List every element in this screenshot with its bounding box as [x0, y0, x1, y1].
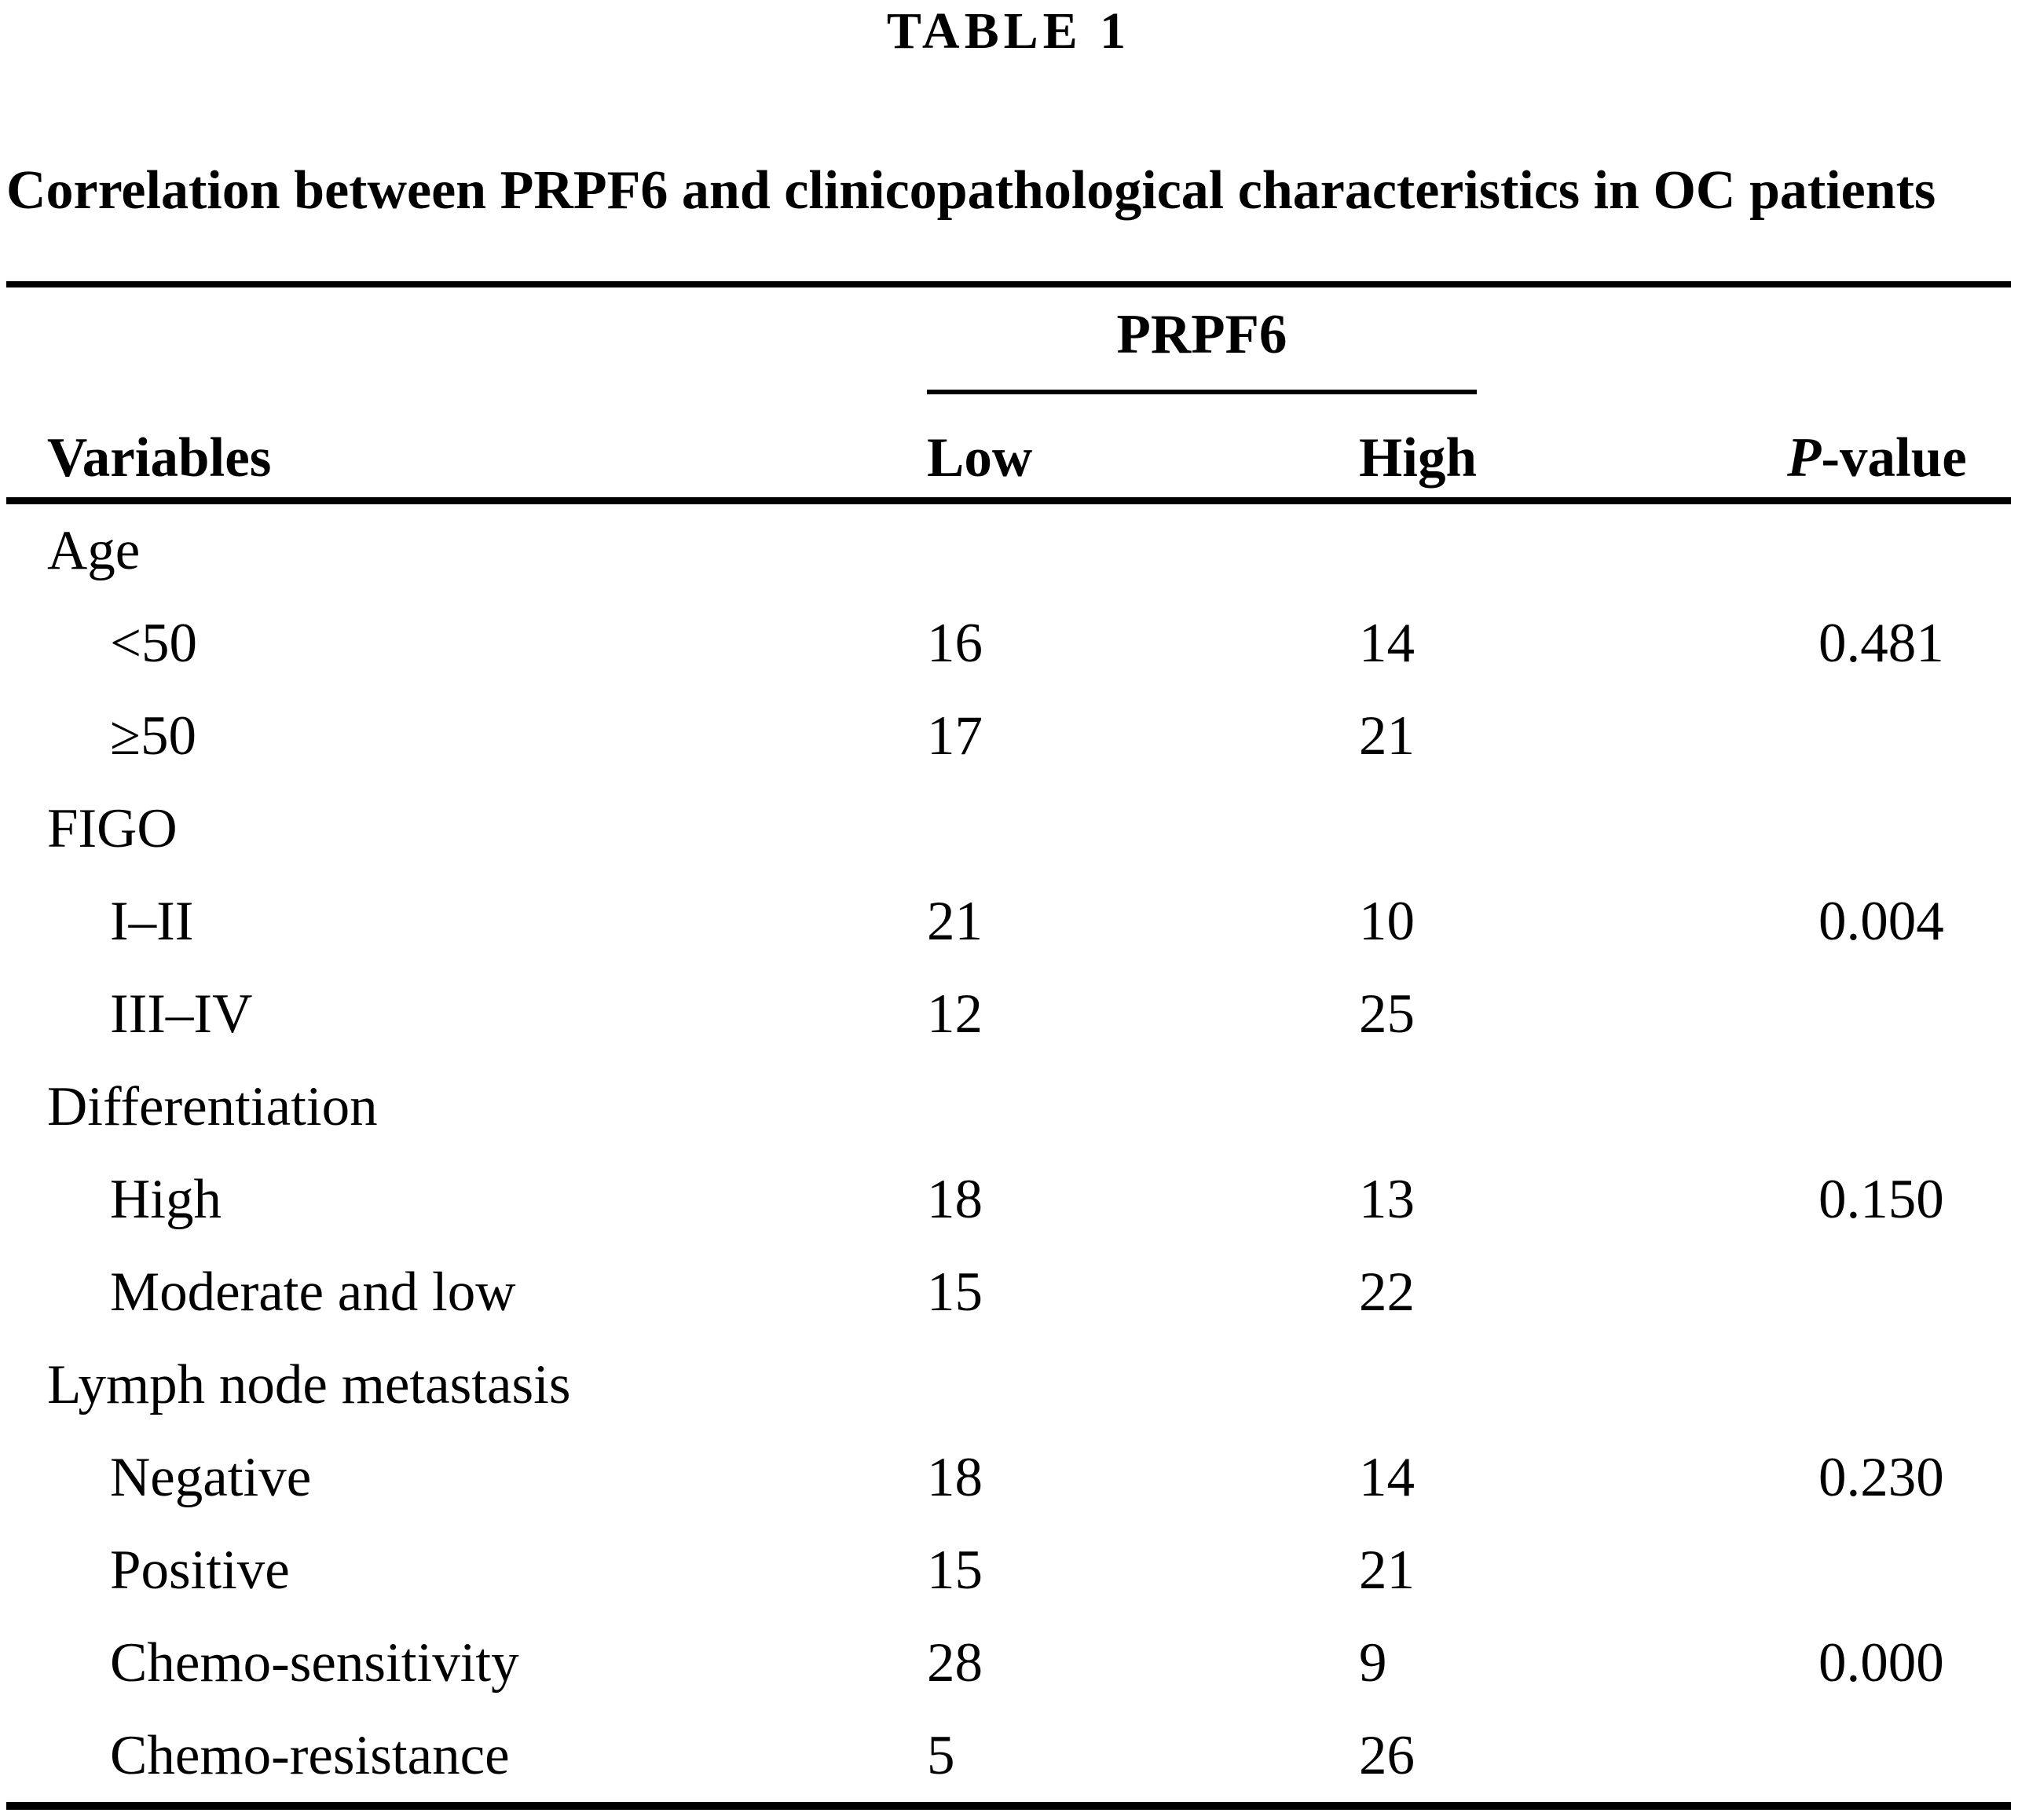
high-value: 9: [1359, 1631, 1387, 1694]
high-value: 14: [1359, 612, 1415, 674]
column-header-row: Variables Low High P-value: [6, 394, 2011, 504]
low-value: 16: [927, 612, 983, 674]
high-value: 25: [1359, 983, 1415, 1045]
table-row: III–IV 12 25: [6, 968, 2011, 1060]
p-value: 0.230: [1818, 1446, 1944, 1508]
high-value: 22: [1359, 1261, 1415, 1323]
p-value: 0.150: [1818, 1168, 1944, 1230]
row-label: Chemo-sensitivity: [110, 1631, 519, 1694]
table-row: Age: [6, 504, 2011, 597]
low-value: 18: [927, 1168, 983, 1230]
row-label: Age: [47, 519, 141, 581]
low-value: 15: [927, 1539, 983, 1601]
row-label: Differentiation: [47, 1075, 378, 1137]
table-row: High 18 13 0.150: [6, 1153, 2011, 1246]
column-header-pvalue: P-value: [1787, 430, 2011, 497]
low-value: 17: [927, 705, 983, 767]
table-number-label: TABLE 1: [886, 2, 1131, 60]
row-label: ≥50: [110, 705, 196, 767]
row-label: I–II: [110, 890, 194, 952]
span-header-row: PRPF6: [6, 287, 2011, 394]
table-row: Chemo-sensitivity 28 9 0.000: [6, 1617, 2011, 1709]
high-value: 26: [1359, 1724, 1415, 1786]
row-label: High: [110, 1168, 222, 1230]
table-row: ≥50 17 21: [6, 690, 2011, 782]
pvalue-rest: -value: [1821, 427, 1967, 489]
low-value: 28: [927, 1631, 983, 1694]
low-value: 15: [927, 1261, 983, 1323]
p-value: 0.000: [1818, 1631, 1944, 1694]
table-row: Positive 15 21: [6, 1524, 2011, 1617]
high-value: 14: [1359, 1446, 1415, 1508]
high-value: 21: [1359, 705, 1415, 767]
bottom-rule: [6, 1802, 2011, 1810]
table-caption: Correlation between PRPF6 and clinicopat…: [6, 160, 1936, 221]
low-value: 5: [927, 1724, 955, 1786]
table-row: <50 16 14 0.481: [6, 597, 2011, 690]
row-label: Positive: [110, 1539, 290, 1601]
row-label: Lymph node metastasis: [47, 1353, 571, 1415]
table-row: Negative 18 14 0.230: [6, 1431, 2011, 1524]
pvalue-italic-p: P: [1787, 427, 1822, 489]
p-value: 0.481: [1818, 612, 1944, 674]
span-header-prpf6: PRPF6: [927, 287, 1477, 394]
low-value: 21: [927, 890, 983, 952]
row-label: Chemo-resistance: [110, 1724, 510, 1786]
high-value: 21: [1359, 1539, 1415, 1601]
table-row: I–II 21 10 0.004: [6, 875, 2011, 968]
table-row: Moderate and low 15 22: [6, 1246, 2011, 1338]
high-value: 13: [1359, 1168, 1415, 1230]
p-value: 0.004: [1818, 890, 1944, 952]
table-row: Lymph node metastasis: [6, 1338, 2011, 1431]
table-row: Differentiation: [6, 1060, 2011, 1153]
row-label: Moderate and low: [110, 1261, 516, 1323]
column-header-high: High: [1359, 427, 1477, 489]
row-label: III–IV: [110, 983, 253, 1045]
table-row: Chemo-resistance 5 26: [6, 1709, 2011, 1802]
row-label: Negative: [110, 1446, 312, 1508]
table-row: FIGO: [6, 782, 2011, 875]
top-rule: [6, 281, 2011, 287]
low-value: 18: [927, 1446, 983, 1508]
low-value: 12: [927, 983, 983, 1045]
row-label: <50: [110, 612, 198, 674]
column-header-variables: Variables: [47, 427, 272, 489]
high-value: 10: [1359, 890, 1415, 952]
row-label: FIGO: [47, 797, 178, 859]
column-header-low: Low: [927, 427, 1033, 489]
